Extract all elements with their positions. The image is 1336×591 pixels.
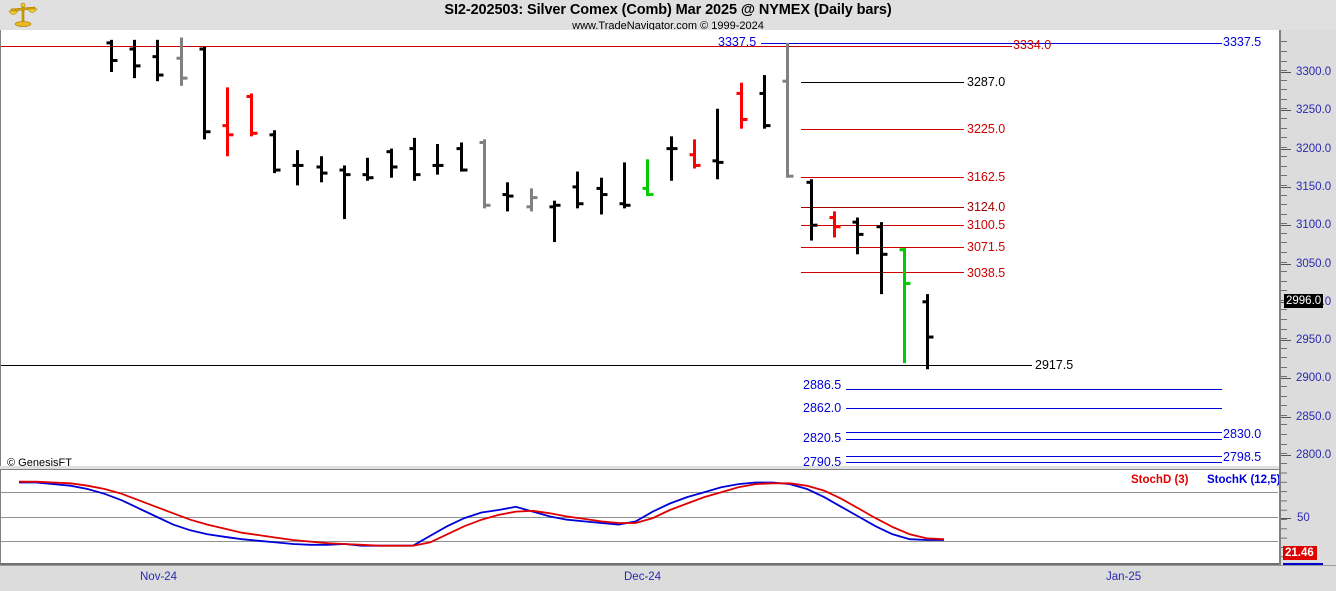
chart-header: SI2-202503: Silver Comex (Comb) Mar 2025… [0, 0, 1336, 32]
ohlc-bar [106, 39, 118, 72]
chart-subtitle: www.TradeNavigator.com © 1999-2024 [572, 20, 764, 32]
price-axis-ticks [1281, 41, 1291, 567]
ohlc-bar [432, 144, 444, 175]
price-level-label: 3162.5 [967, 170, 1006, 184]
page-title: SI2-202503: Silver Comex (Comb) Mar 2025… [444, 2, 892, 18]
stoch-line [19, 480, 945, 547]
ohlc-bar [736, 82, 748, 129]
ohlc-bar [479, 139, 491, 209]
price-axis[interactable]: 3300.03250.03200.03150.03100.03050.03000… [1279, 30, 1336, 567]
ohlc-bar [316, 156, 328, 183]
price-level-label: 2917.5 [1035, 358, 1074, 372]
price-level-label: 3337.5 [1223, 35, 1262, 49]
price-axis-tick-label: 3100.0 [1296, 218, 1332, 231]
price-axis-tick-label: 2950.0 [1296, 333, 1332, 346]
price-level-label: 3100.5 [967, 218, 1006, 232]
ohlc-bar [526, 188, 538, 212]
ohlc-bar [572, 171, 584, 209]
price-level-label: 2798.5 [1223, 450, 1262, 464]
ohlc-bar [409, 137, 421, 181]
ohlc-bar [852, 217, 864, 255]
stoch-value-badge: 21.46 [1283, 546, 1317, 560]
price-axis-tick-label: 2850.0 [1296, 410, 1332, 423]
ohlc-bar [222, 87, 234, 157]
price-axis-tick-label: 3050.0 [1296, 257, 1332, 270]
ohlc-bar [269, 130, 281, 174]
ohlc-bar [876, 222, 888, 295]
price-axis-tick-label: 3250.0 [1296, 103, 1332, 116]
ohlc-bar [246, 93, 258, 137]
price-level-label: 3071.5 [967, 240, 1006, 254]
ohlc-bar [152, 39, 164, 82]
ohlc-bar [129, 39, 141, 79]
stoch-k-legend: StochK (12,5) [1207, 474, 1281, 486]
price-level-label: 2820.5 [803, 431, 842, 445]
date-axis-tick-label: Nov-24 [140, 571, 178, 583]
price-pane[interactable]: © GenesisFT [0, 30, 1279, 469]
price-level-label: 2830.0 [1223, 427, 1262, 441]
ohlc-bar [456, 142, 468, 172]
ohlc-bar [829, 211, 841, 238]
price-axis-tick-label: 2900.0 [1296, 371, 1332, 384]
stochastic-plot [1, 480, 1278, 547]
ohlc-bar [759, 75, 771, 129]
ohlc-bar [806, 179, 818, 241]
ohlc-bar [782, 42, 794, 178]
ohlc-bar [666, 136, 678, 181]
ohlc-bar [922, 294, 934, 370]
ohlc-bar [386, 148, 398, 178]
price-plot [1, 37, 1222, 463]
date-axis-tick-label: Dec-24 [624, 571, 662, 583]
ohlc-bar [712, 108, 724, 180]
ohlc-bar [549, 200, 561, 243]
ohlc-bar [176, 37, 188, 86]
price-level-label: 3038.5 [967, 266, 1006, 280]
ohlc-bar [292, 150, 304, 186]
stoch-d-legend: StochD (3) [1131, 474, 1189, 486]
date-axis-tick-label: Jan-25 [1106, 571, 1142, 583]
ohlc-bar [502, 182, 514, 212]
price-level-label: 3225.0 [967, 122, 1006, 136]
price-axis-tick-label: 3150.0 [1296, 180, 1332, 193]
price-level-label: 3337.5 [718, 35, 757, 49]
ohlc-bar [596, 177, 608, 215]
ohlc-bar [689, 139, 701, 169]
stoch-axis-mid-label: 50 [1297, 512, 1310, 524]
ohlc-bar [899, 248, 911, 364]
ohlc-bar [339, 165, 351, 220]
price-level-label: 2862.0 [803, 401, 842, 415]
price-level-label: 3124.0 [967, 200, 1006, 214]
ohlc-bar [362, 157, 374, 181]
price-level-label: 3334.0 [1013, 38, 1052, 52]
price-level-label: 3287.0 [967, 75, 1006, 89]
stoch-line [19, 481, 944, 547]
price-axis-tick-label: 2800.0 [1296, 448, 1332, 461]
ohlc-bar [619, 162, 631, 209]
ohlc-bar [199, 46, 211, 140]
last-price-badge: 2996.0 [1284, 294, 1324, 308]
price-level-label: 2790.5 [803, 455, 842, 469]
price-axis-tick-label: 3200.0 [1296, 142, 1332, 155]
date-axis[interactable]: Nov-24 Dec-24 Jan-25 [0, 565, 1336, 591]
ohlc-bar [642, 159, 654, 197]
price-level-label: 2886.5 [803, 378, 842, 392]
balance-scale-icon [6, 2, 40, 28]
pane-divider [0, 466, 1279, 470]
stochastic-pane[interactable]: StochD (3) StochK (12,5) [0, 469, 1281, 565]
price-axis-tick-label: 3300.0 [1296, 65, 1332, 78]
